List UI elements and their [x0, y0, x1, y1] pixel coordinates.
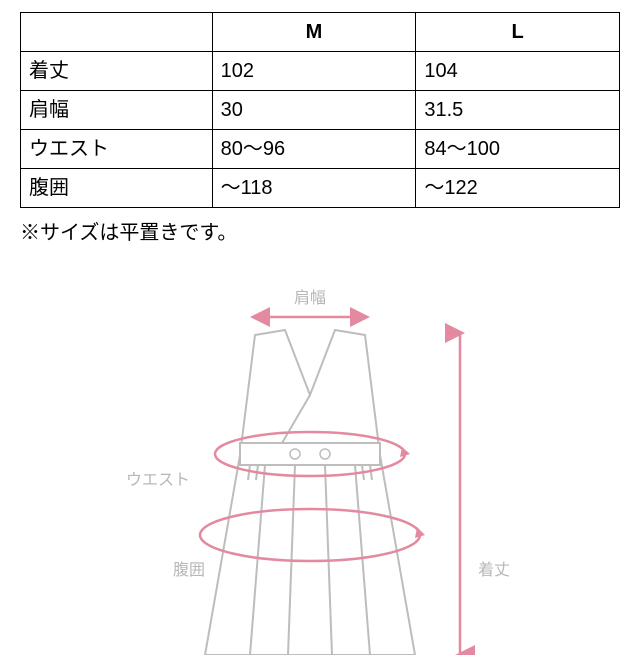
dress-outline-icon: [205, 330, 415, 655]
cell-l: ～122: [416, 169, 620, 208]
cell-l: 84～100: [416, 130, 620, 169]
abdomen-label: 腹囲: [173, 561, 205, 579]
table-header-row: M L: [21, 13, 620, 52]
cell-m: ～118: [212, 169, 416, 208]
button-icon: [290, 449, 300, 459]
cell-l: 31.5: [416, 91, 620, 130]
row-label: ウエスト: [21, 130, 213, 169]
table-row: 着丈 102 104: [21, 52, 620, 91]
button-icon: [320, 449, 330, 459]
row-label: 肩幅: [21, 91, 213, 130]
measurement-note: ※サイズは平置きです。: [20, 216, 620, 245]
shoulder-label: 肩幅: [294, 289, 326, 307]
row-label: 腹囲: [21, 169, 213, 208]
cell-l: 104: [416, 52, 620, 91]
cell-m: 102: [212, 52, 416, 91]
col-header-empty: [21, 13, 213, 52]
col-header-l: L: [416, 13, 620, 52]
cell-m: 80～96: [212, 130, 416, 169]
garment-diagram: 肩幅 ウエスト 腹囲 着丈: [20, 275, 620, 655]
table-row: ウエスト 80～96 84～100: [21, 130, 620, 169]
length-label: 着丈: [478, 561, 510, 579]
cell-m: 30: [212, 91, 416, 130]
col-header-m: M: [212, 13, 416, 52]
table-row: 肩幅 30 31.5: [21, 91, 620, 130]
size-table: M L 着丈 102 104 肩幅 30 31.5 ウエスト 80～96 84～…: [20, 12, 620, 208]
row-label: 着丈: [21, 52, 213, 91]
table-row: 腹囲 ～118 ～122: [21, 169, 620, 208]
waist-label: ウエスト: [126, 471, 190, 489]
